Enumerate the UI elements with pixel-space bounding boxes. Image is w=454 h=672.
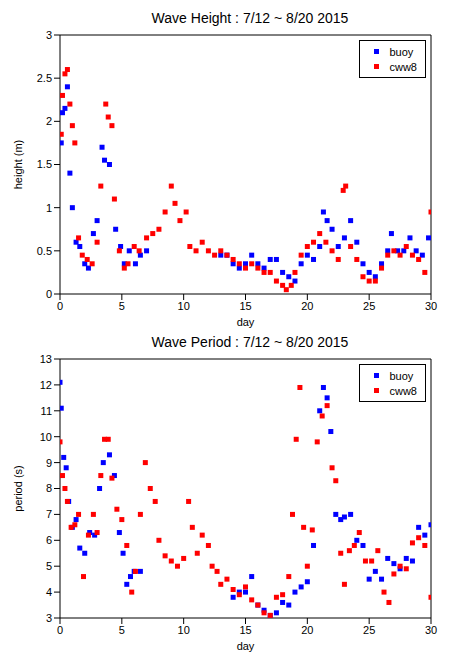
- svg-text:25: 25: [363, 300, 375, 312]
- svg-text:9: 9: [46, 457, 52, 469]
- svg-text:20: 20: [301, 300, 313, 312]
- svg-text:period (s): period (s): [12, 465, 24, 511]
- svg-text:1.5: 1.5: [37, 158, 52, 170]
- svg-text:0: 0: [57, 624, 63, 636]
- svg-text:day: day: [237, 316, 255, 328]
- svg-text:6: 6: [46, 534, 52, 546]
- svg-text:13: 13: [40, 353, 52, 365]
- svg-text:30: 30: [425, 300, 437, 312]
- svg-text:3: 3: [46, 612, 52, 624]
- svg-text:15: 15: [239, 624, 251, 636]
- svg-text:10: 10: [178, 300, 190, 312]
- svg-text:5: 5: [119, 624, 125, 636]
- svg-text:11: 11: [41, 405, 52, 417]
- svg-text:height (m): height (m): [12, 140, 24, 190]
- svg-text:0: 0: [46, 288, 52, 300]
- svg-text:0.5: 0.5: [37, 245, 52, 257]
- svg-text:0: 0: [57, 300, 63, 312]
- svg-text:20: 20: [301, 624, 313, 636]
- svg-text:5: 5: [119, 300, 125, 312]
- svg-text:10: 10: [178, 624, 190, 636]
- svg-text:25: 25: [363, 624, 375, 636]
- svg-text:3: 3: [46, 29, 52, 41]
- html-text:Wave Period : 7/12 ~ 8/20 2015: Wave Period : 7/12 ~ 8/20 2015: [151, 334, 349, 350]
- svg-text:4: 4: [46, 586, 52, 598]
- svg-text:7: 7: [46, 508, 52, 520]
- html-text:buoy: buoy: [389, 45, 414, 58]
- svg-text:12: 12: [40, 379, 52, 391]
- svg-text:2: 2: [46, 115, 52, 127]
- svg-text:1: 1: [46, 202, 52, 214]
- html-text:cww8: cww8: [389, 384, 417, 397]
- svg-text:10: 10: [40, 431, 52, 443]
- svg-text:2.5: 2.5: [37, 72, 52, 84]
- svg-text:15: 15: [239, 300, 251, 312]
- html-text:Wave Height : 7/12 ~ 8/20 2015: Wave Height : 7/12 ~ 8/20 2015: [151, 10, 349, 26]
- svg-text:30: 30: [425, 624, 437, 636]
- svg-text:5: 5: [46, 560, 52, 572]
- html-text:buoy: buoy: [389, 369, 414, 382]
- svg-text:day: day: [237, 640, 255, 652]
- html-text:cww8: cww8: [389, 60, 417, 73]
- svg-text:8: 8: [46, 482, 52, 494]
